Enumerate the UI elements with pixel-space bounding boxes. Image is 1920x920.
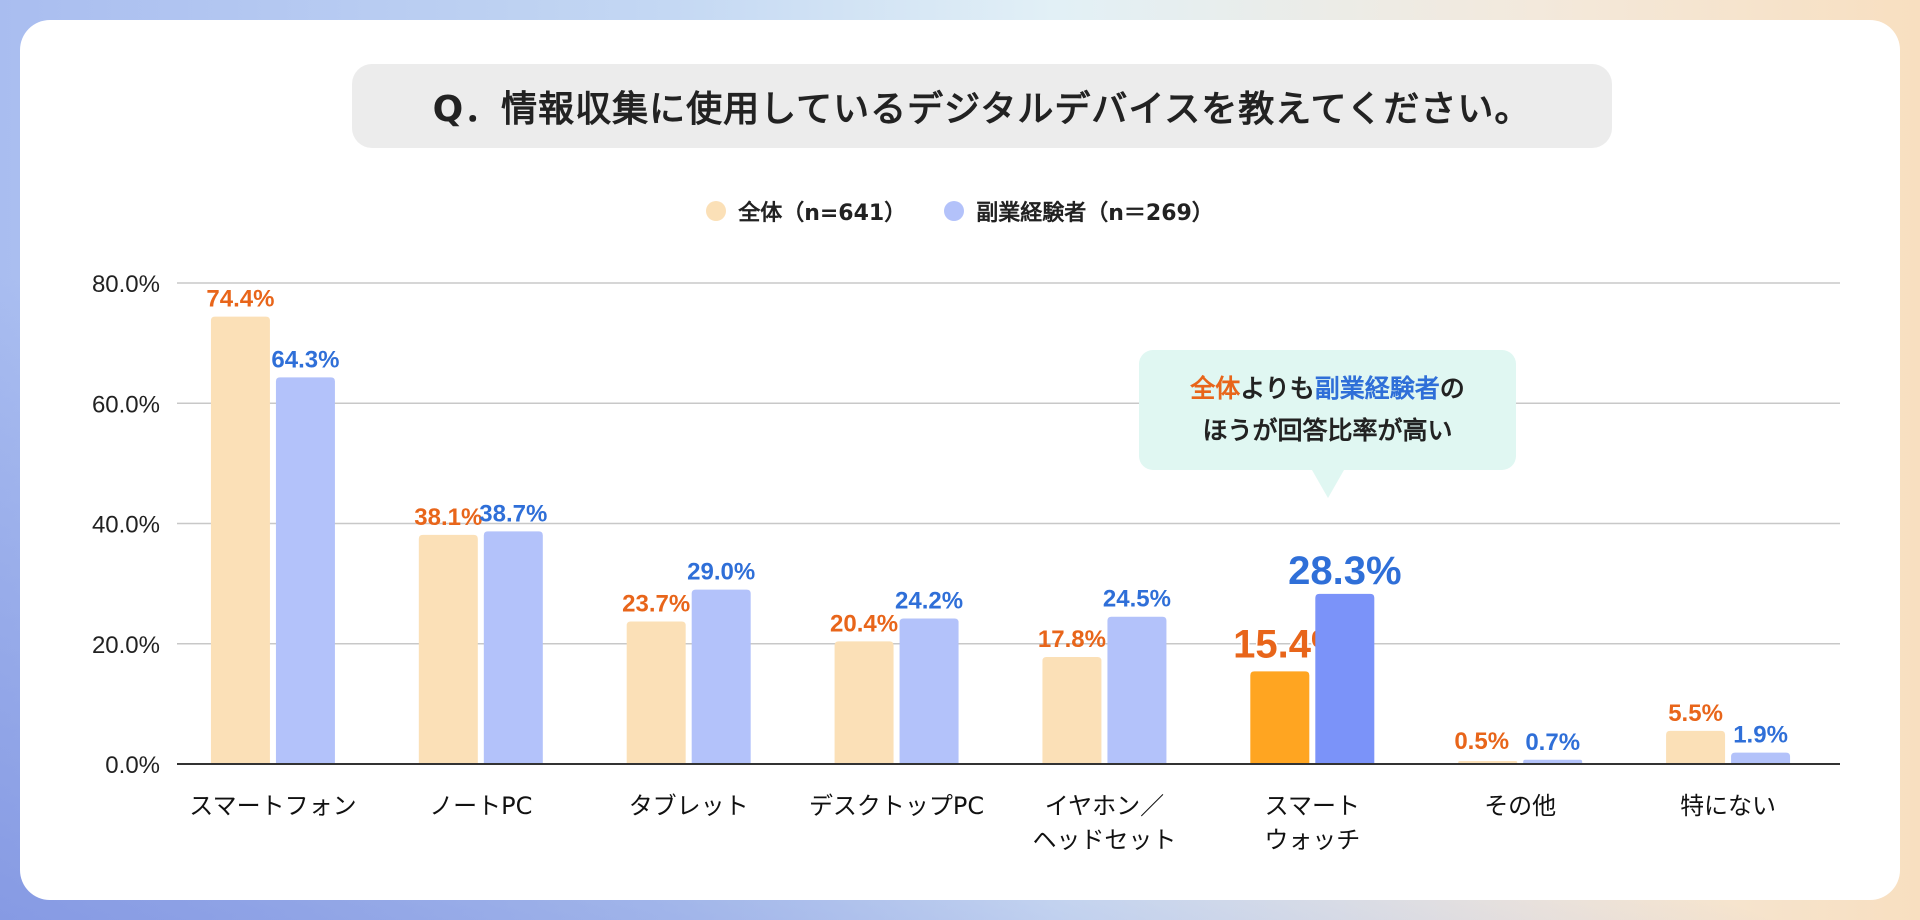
callout-line-1: 全体よりも副業経験者の — [1190, 368, 1465, 410]
x-category-label: デスクトップPC — [809, 792, 984, 820]
legend: 全体（n=641） 副業経験者（n＝269） — [0, 193, 1920, 229]
x-category-label: ヘッドセット — [1032, 826, 1176, 854]
y-tick-label: 40.0% — [92, 512, 160, 539]
x-category-label: スマートフォン — [189, 792, 356, 820]
x-category-label: その他 — [1484, 792, 1556, 820]
bar-all — [626, 621, 686, 764]
bar-all — [1250, 671, 1310, 764]
callout-line-2: ほうが回答比率が高い — [1202, 416, 1453, 445]
data-label-all: 23.7% — [622, 591, 690, 618]
bar-all — [1666, 730, 1726, 764]
data-label-side-job: 29.0% — [687, 559, 755, 586]
legend-swatch-side-job — [944, 201, 965, 221]
data-label-side-job: 28.3% — [1288, 549, 1401, 593]
legend-label-side-job: 副業経験者（n＝269） — [976, 201, 1214, 226]
data-label-all: 38.1% — [414, 504, 482, 531]
legend-item-side-job: 副業経験者（n＝269） — [944, 195, 1214, 227]
bar-side-job — [899, 618, 959, 764]
x-category-label: 特にない — [1680, 792, 1776, 820]
bar-all — [418, 534, 478, 764]
bar-all — [210, 316, 270, 764]
data-label-side-job: 0.7% — [1525, 729, 1580, 756]
callout-particle-text: の — [1439, 374, 1465, 403]
bar-side-job — [691, 589, 751, 764]
data-label-all: 74.4% — [206, 286, 274, 313]
x-category-label: タブレット — [629, 792, 749, 820]
data-label-side-job: 64.3% — [271, 346, 339, 373]
data-label-all: 20.4% — [830, 610, 898, 637]
x-category-label: ノートPC — [429, 792, 532, 820]
y-tick-label: 60.0% — [92, 391, 160, 418]
data-label-all: 5.5% — [1668, 700, 1723, 727]
x-category-label: スマート — [1265, 792, 1360, 820]
legend-item-all: 全体（n=641） — [706, 195, 906, 227]
bar-all — [834, 641, 894, 764]
bar-side-job — [1107, 616, 1167, 764]
callout-pointer — [1312, 470, 1344, 498]
bar-side-job — [275, 377, 335, 764]
question-title: Q．情報収集に使用しているデジタルデバイスを教えてください。 — [432, 89, 1532, 130]
question-title-box: Q．情報収集に使用しているデジタルデバイスを教えてください。 — [352, 64, 1612, 148]
bar-side-job — [483, 531, 543, 764]
bar-side-job — [1523, 759, 1583, 764]
callout-all-text: 全体 — [1190, 374, 1241, 403]
callout-connector-text: よりも — [1240, 374, 1315, 403]
bar-side-job — [1731, 752, 1791, 764]
y-tick-label: 80.0% — [92, 271, 160, 298]
data-label-side-job: 24.5% — [1103, 586, 1171, 613]
y-tick-label: 20.0% — [92, 632, 160, 659]
callout-side-job-text: 副業経験者 — [1314, 374, 1440, 403]
data-label-all: 0.5% — [1454, 728, 1509, 755]
bar-all — [1042, 656, 1102, 764]
bar-side-job — [1315, 593, 1375, 764]
callout-annotation: 全体よりも副業経験者の ほうが回答比率が高い — [1139, 350, 1516, 470]
y-tick-label: 0.0% — [105, 752, 160, 779]
x-category-label: イヤホン／ — [1045, 792, 1164, 820]
data-label-all: 17.8% — [1038, 626, 1106, 653]
data-label-side-job: 1.9% — [1733, 722, 1788, 749]
legend-label-all: 全体（n=641） — [738, 201, 907, 226]
x-category-label: ウォッチ — [1264, 826, 1360, 854]
data-label-side-job: 38.7% — [479, 500, 547, 527]
legend-swatch-all — [706, 201, 727, 221]
data-label-side-job: 24.2% — [895, 587, 963, 614]
